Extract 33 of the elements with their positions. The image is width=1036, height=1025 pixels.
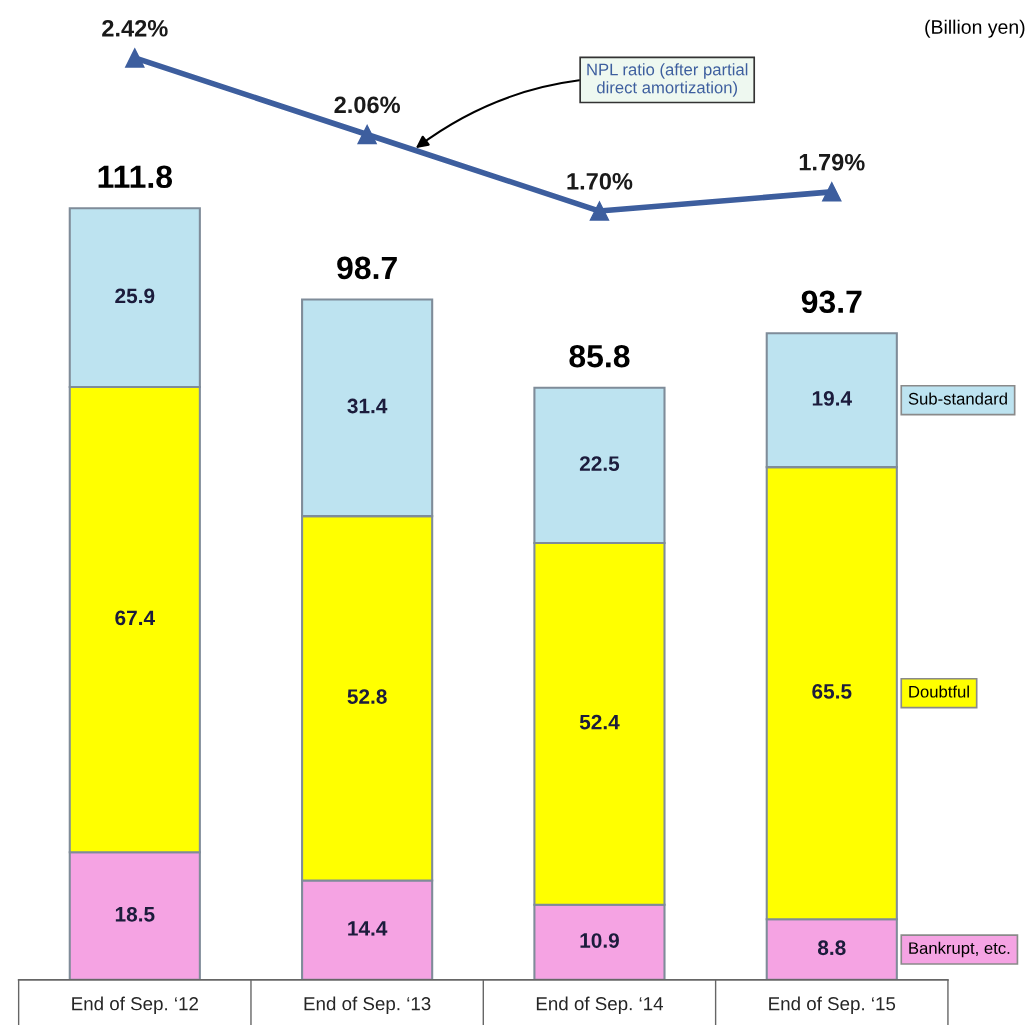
data-label: 14.4 (348, 921, 388, 936)
data-label: 19.4 (812, 391, 852, 406)
data-label: 2.42% (102, 19, 168, 37)
data-label: 65.5 (812, 683, 852, 699)
series-label: Sub-standard (908, 392, 1007, 405)
x-tick-label: End of Sep. ‘12 (72, 996, 198, 1015)
x-tick-label: End of Sep. ‘13 (304, 996, 431, 1015)
total-label: 93.7 (801, 290, 862, 314)
x-tick-label: End of Sep. ‘15 (769, 996, 896, 1015)
data-label: 18.5 (115, 906, 155, 922)
total-label: 111.8 (98, 165, 173, 189)
text: NPL ratio (after partial direct amortization) (587, 63, 748, 97)
total-label: 85.8 (569, 344, 630, 368)
data-label: 67.4 (115, 610, 155, 626)
data-label: 1.70% (567, 172, 633, 190)
text: (Billion yen) (925, 19, 1025, 38)
data-label: 22.5 (579, 456, 620, 471)
data-label: 25.9 (115, 288, 155, 304)
point (125, 48, 145, 68)
data-label: 52.8 (347, 689, 387, 704)
data-label: 8.8 (817, 940, 846, 956)
total-label: 98.7 (337, 256, 397, 280)
series-label: Doubtful (909, 685, 969, 698)
data-label: 10.9 (580, 933, 619, 948)
data-label: 52.4 (579, 714, 620, 730)
point (357, 124, 377, 145)
data-label: 2.06% (334, 96, 400, 114)
data-label: 31.4 (347, 398, 388, 414)
data-label: 1.79% (799, 153, 865, 171)
point (589, 201, 610, 221)
series-label: Bankrupt, etc. (909, 941, 1010, 958)
point (822, 182, 842, 202)
x-tick-label: End of Sep. ‘14 (536, 996, 664, 1015)
